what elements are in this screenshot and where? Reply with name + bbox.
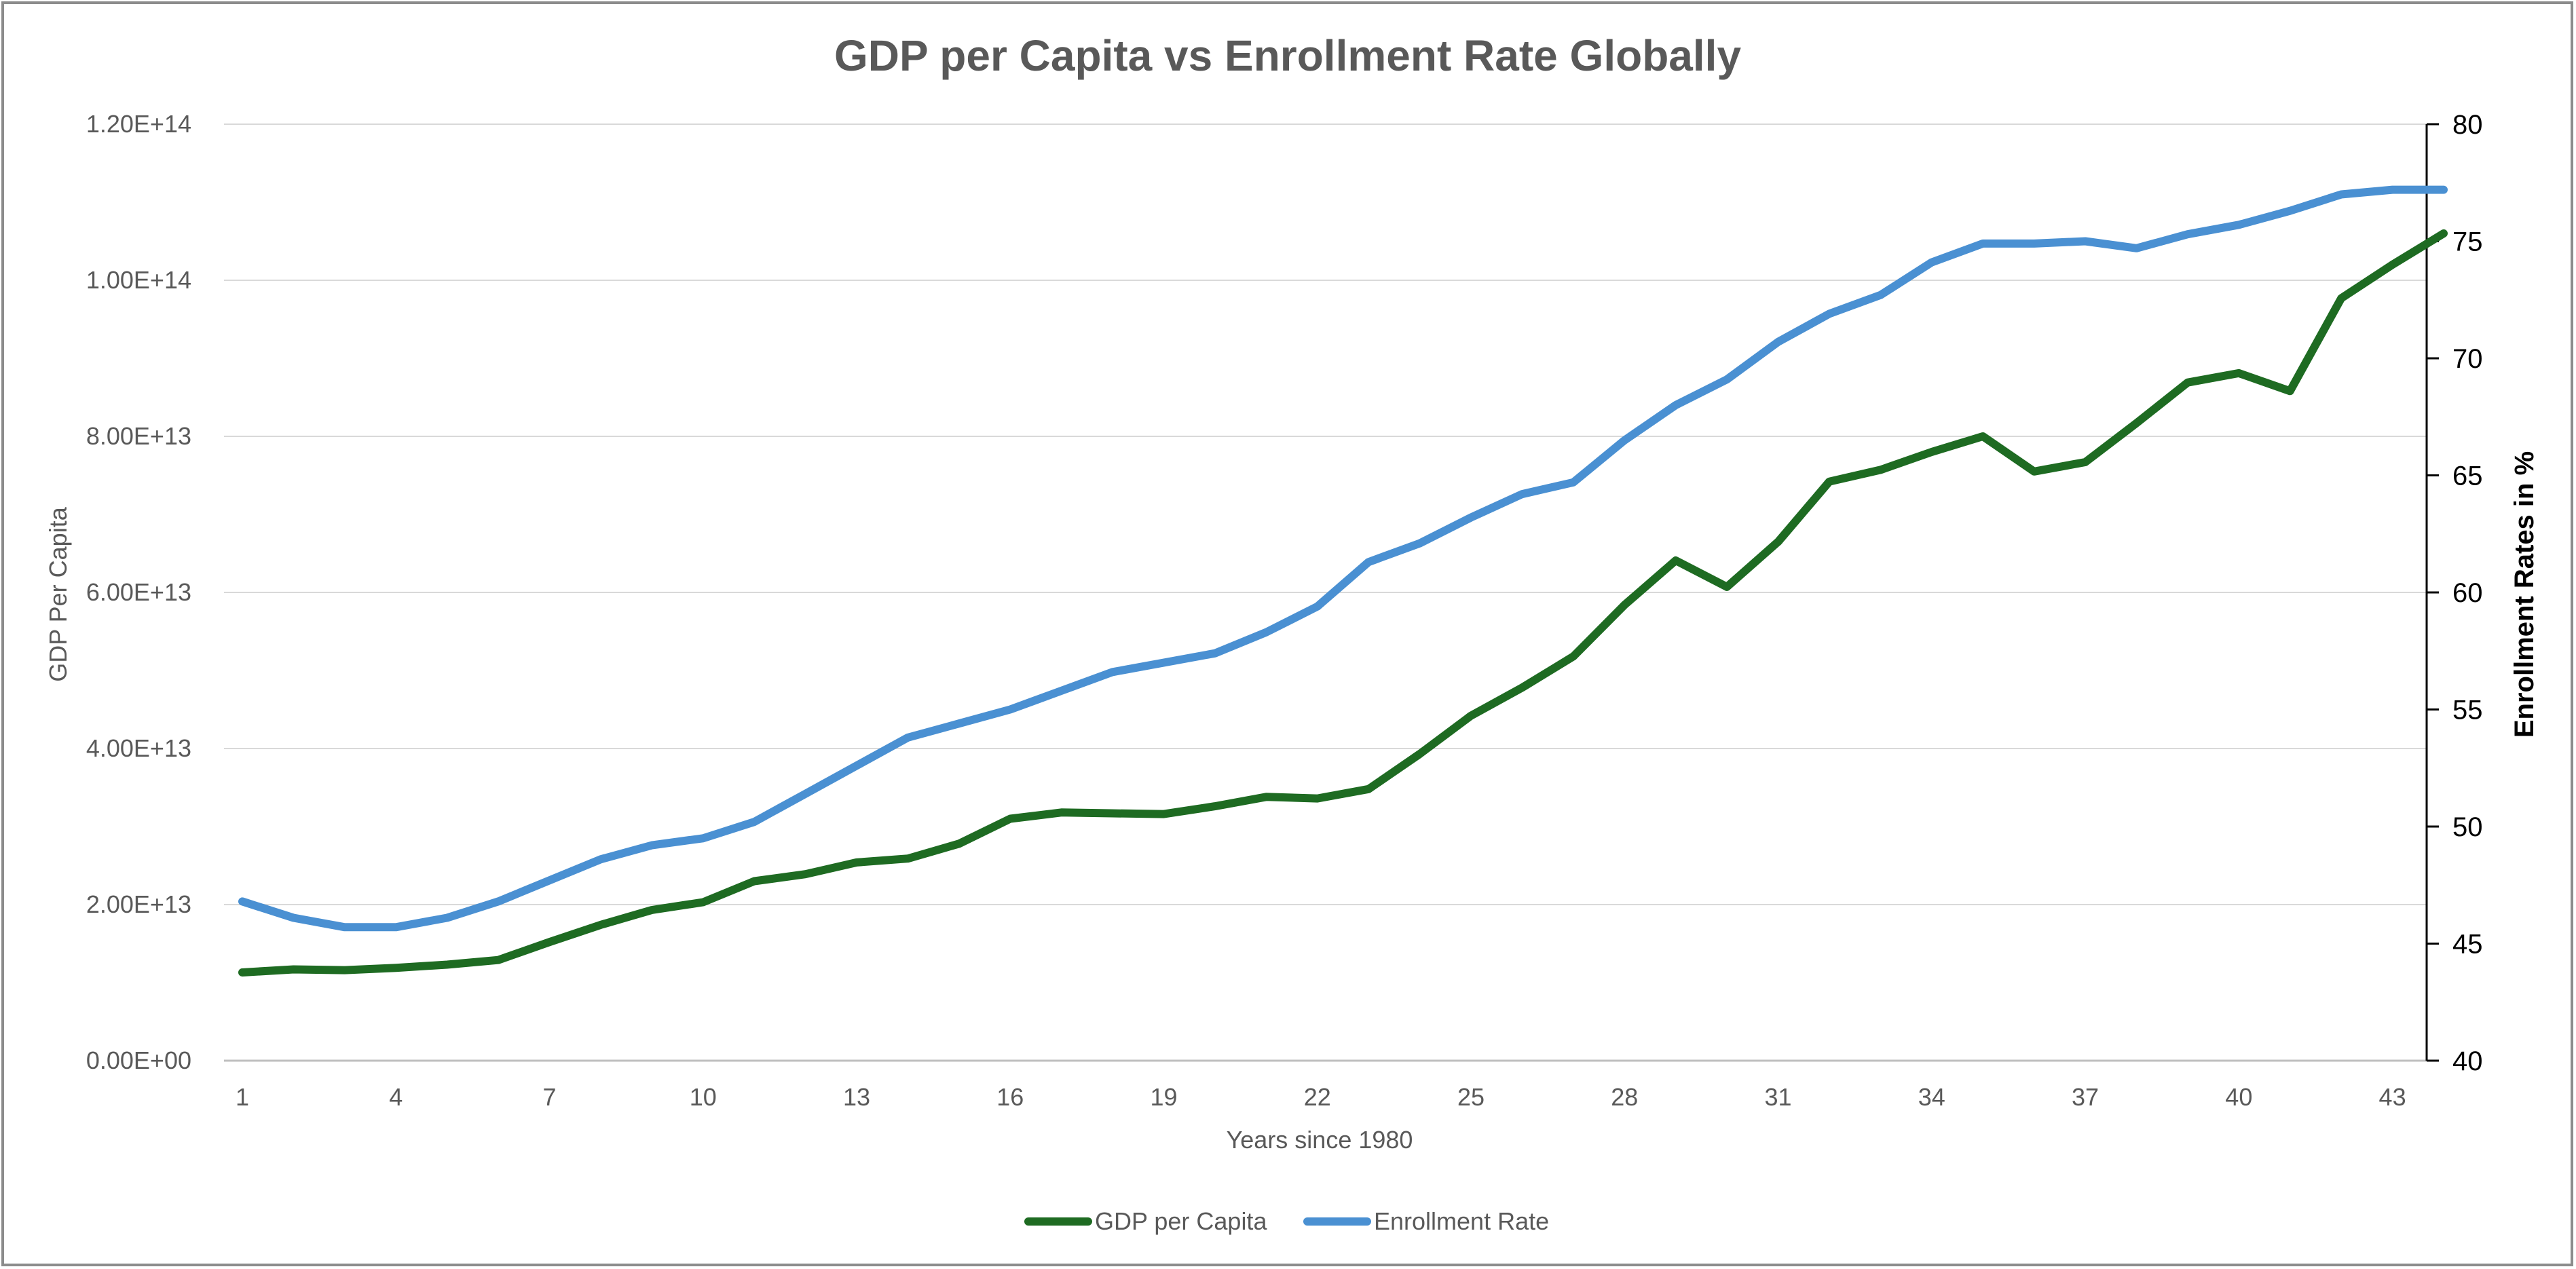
x-tick-label: 25 [1457, 1083, 1485, 1111]
series-line-enrollment-rate [238, 185, 2448, 932]
y-axis-left-title: GDP Per Capita [44, 506, 72, 681]
x-tick-label: 43 [2379, 1083, 2406, 1111]
y-right-tick-label: 45 [2452, 930, 2483, 960]
x-tick-label: 22 [1304, 1083, 1331, 1111]
x-tick-label: 34 [1918, 1083, 1945, 1111]
y-right-tick-label: 70 [2452, 344, 2483, 374]
legend-item: GDP per Capita [1024, 1207, 1267, 1235]
x-tick-label: 4 [389, 1083, 403, 1111]
y-right-tick-label: 50 [2452, 812, 2483, 842]
y-right-tick-label: 80 [2452, 110, 2483, 140]
legend-label: GDP per Capita [1095, 1207, 1267, 1235]
y-left-tick-label: 6.00E+13 [86, 578, 191, 606]
chart-title: GDP per Capita vs Enrollment Rate Global… [834, 31, 1741, 80]
x-tick-label: 1 [236, 1083, 249, 1111]
tick-labels: 0.00E+00 2.00E+13 4.00E+13 6.00E+13 8.00E+13… [86, 110, 2483, 1111]
y-axis-right-title: Enrollment Rates in % [2509, 451, 2539, 738]
y-right-tick-label: 60 [2452, 578, 2483, 608]
legend-label: Enrollment Rate [1374, 1207, 1549, 1235]
x-tick-label: 37 [2072, 1083, 2099, 1111]
gridlines [224, 124, 2427, 905]
x-axis-title: Years since 1980 [1227, 1126, 1413, 1154]
series-line-gdp-per-capita [238, 229, 2448, 977]
y-left-tick-label: 0.00E+00 [86, 1046, 191, 1074]
y-right-tick-label: 55 [2452, 696, 2483, 725]
axes [224, 123, 2439, 1062]
x-tick-label: 16 [996, 1083, 1024, 1111]
legend: GDP per Capita Enrollment Rate [1024, 1207, 1549, 1235]
y-left-tick-label: 8.00E+13 [86, 422, 191, 450]
y-left-tick-label: 1.00E+14 [86, 266, 191, 294]
y-right-tick-label: 75 [2452, 227, 2483, 257]
y-right-tick-label: 40 [2452, 1046, 2483, 1076]
x-tick-label: 28 [1611, 1083, 1638, 1111]
x-tick-label: 19 [1151, 1083, 1178, 1111]
series-lines [238, 185, 2448, 977]
x-tick-label: 7 [542, 1083, 556, 1111]
legend-item: Enrollment Rate [1303, 1207, 1549, 1235]
y-right-tick-label: 65 [2452, 461, 2483, 491]
x-tick-label: 31 [1765, 1083, 1792, 1111]
y-left-tick-label: 1.20E+14 [86, 110, 191, 138]
x-tick-label: 10 [690, 1083, 717, 1111]
y-left-tick-label: 2.00E+13 [86, 890, 191, 918]
x-tick-label: 13 [843, 1083, 870, 1111]
y-left-tick-label: 4.00E+13 [86, 734, 191, 762]
x-tick-label: 40 [2225, 1083, 2252, 1111]
